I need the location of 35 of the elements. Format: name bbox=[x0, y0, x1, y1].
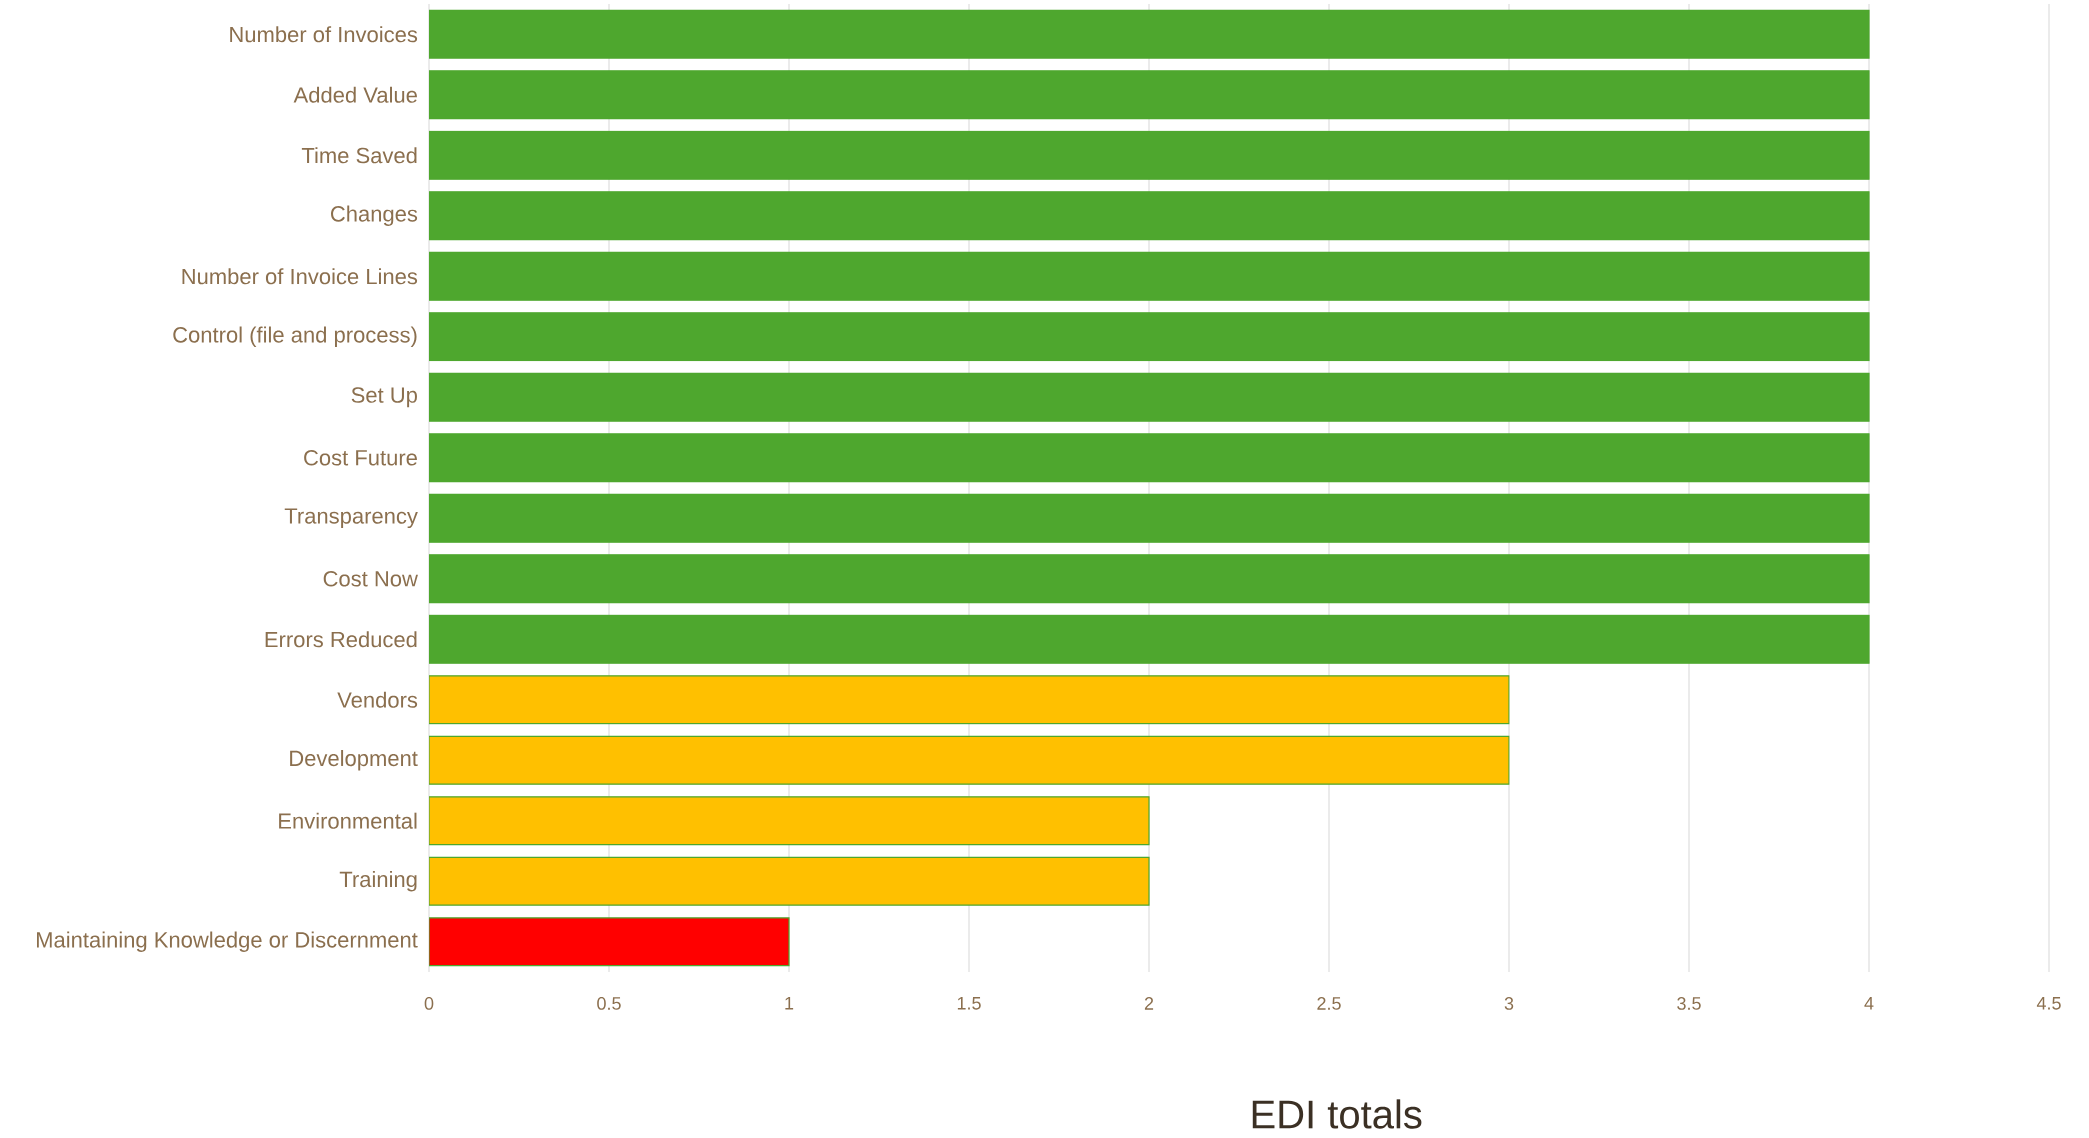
y-tick-label: Training bbox=[339, 871, 417, 892]
x-tick-label: 0 bbox=[424, 997, 434, 1010]
x-tick-label: 3.5 bbox=[1677, 997, 1701, 1010]
y-tick-label: Cost Now bbox=[323, 570, 418, 587]
x-tick-label: 4.5 bbox=[2036, 997, 2061, 1010]
y-tick-label: Transparency bbox=[284, 508, 418, 529]
y-tick-label: Changes bbox=[331, 205, 418, 226]
bar bbox=[429, 251, 1870, 301]
y-tick-label: Set Up bbox=[351, 387, 417, 408]
bar bbox=[429, 614, 1870, 664]
x-axis-title: EDI totals bbox=[1252, 1099, 1422, 1129]
x-tick-label: 2.5 bbox=[1317, 997, 1341, 1010]
y-tick-label: Cost Future bbox=[304, 449, 417, 466]
y-tick-label: Maintaining Knowledge or Discernment bbox=[37, 931, 418, 952]
bar bbox=[429, 191, 1870, 241]
bar bbox=[429, 735, 1510, 785]
y-tick-label: Errors Reduced bbox=[265, 631, 417, 648]
x-tick-label: 1 bbox=[785, 997, 794, 1010]
x-tick-label: 2 bbox=[1144, 997, 1154, 1010]
y-tick-label: Environmental bbox=[279, 812, 417, 829]
y-tick-label: Added Value bbox=[293, 86, 417, 103]
x-tick-label: 0.5 bbox=[597, 997, 621, 1010]
bar bbox=[429, 312, 1870, 362]
x-tick-label: 1.5 bbox=[957, 997, 981, 1010]
y-tick-label: Number of Invoices bbox=[230, 26, 418, 43]
y-tick-label: Development bbox=[290, 750, 418, 771]
y-tick-label: Number of Invoice Lines bbox=[182, 268, 418, 285]
bar bbox=[429, 675, 1510, 725]
bar bbox=[429, 554, 1870, 604]
x-tick-label: 4 bbox=[1864, 997, 1874, 1010]
y-tick-label: Vendors bbox=[337, 691, 418, 708]
y-tick-label: Time Saved bbox=[301, 147, 417, 164]
y-tick-label: Control (file and process) bbox=[173, 326, 417, 347]
x-tick-label: 3 bbox=[1504, 997, 1514, 1010]
bar bbox=[429, 130, 1870, 180]
